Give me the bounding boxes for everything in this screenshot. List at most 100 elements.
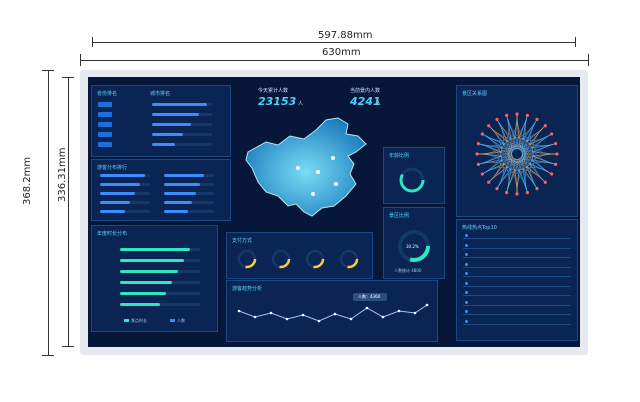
legend-label-a: 景点时长 <box>131 318 147 323</box>
today-unit: 人 <box>298 101 304 107</box>
table-row-bullet <box>465 300 468 304</box>
scenic-donut <box>398 230 430 262</box>
dist-bar-fill <box>100 201 130 204</box>
table-row-bullet <box>465 243 468 247</box>
inner-height-tick-top <box>62 77 74 78</box>
rank-badge <box>98 102 112 107</box>
relation-node <box>535 187 539 191</box>
china-map <box>245 117 367 217</box>
relation-link <box>523 115 538 189</box>
rank-bar-fill <box>152 143 175 146</box>
relation-node <box>476 162 480 166</box>
outer-dimension-tick-right <box>588 54 589 66</box>
rank-bar-fill <box>152 103 207 106</box>
hotline-title: 热线热点Top10 <box>462 225 497 231</box>
relation-link <box>488 143 556 183</box>
relation-link <box>488 119 538 139</box>
rank-bar-fill <box>152 133 183 136</box>
payment-title: 支付方式 <box>232 238 253 244</box>
relation-node <box>487 124 491 128</box>
ranking-panel: 省份排名 城市排名 <box>91 85 231 157</box>
outer-height-label: 368.2mm <box>22 156 33 205</box>
today-label: 今天累计人数 <box>258 88 289 94</box>
outer-dimension-line <box>80 60 588 61</box>
table-row-divider <box>463 314 571 315</box>
dist-bar-fill <box>100 192 135 195</box>
scenic-percent: 30.2% <box>406 244 419 249</box>
dist-bar-fill-2 <box>164 201 192 204</box>
relation-node <box>505 113 509 117</box>
relation-link <box>478 133 552 148</box>
payment-panel: 支付方式 <box>226 232 373 279</box>
outer-height-tick-bottom <box>42 355 54 356</box>
relation-link <box>482 125 502 175</box>
duration-bar-fill <box>120 292 166 295</box>
table-row-bullet <box>465 281 468 285</box>
distribution-panel: 游客分布排行 <box>91 159 231 221</box>
dist-bar-fill-2 <box>164 174 204 177</box>
relation-link <box>525 115 558 155</box>
relation-panel: 景区关系图 <box>456 85 578 217</box>
relation-node <box>554 142 558 146</box>
relation-link <box>478 160 552 175</box>
rank-bar-fill <box>152 123 191 126</box>
relation-node <box>480 172 484 176</box>
scenic-panel: 景区比例 30.2% 人数统计 4800 <box>383 207 445 279</box>
dist-bar-fill <box>100 174 145 177</box>
rank-bar-track <box>152 143 212 146</box>
relation-node <box>476 142 480 146</box>
relation-node <box>495 117 499 121</box>
dist-bar-fill-2 <box>164 210 188 213</box>
outer-width-label: 630mm <box>322 47 361 58</box>
trend-line <box>237 293 429 323</box>
top-dimension-tick-left <box>92 37 93 47</box>
table-row-bullet <box>465 319 468 323</box>
duration-title: 年度时长分布 <box>97 231 128 237</box>
age-panel: 年龄比例 <box>383 147 445 204</box>
inner-height-label: 336.31mm <box>57 147 68 202</box>
legend-swatch-a <box>124 319 129 322</box>
rank-badge <box>98 142 112 147</box>
dist-bar-track-2 <box>164 210 214 213</box>
dist-bar-fill-2 <box>164 183 200 186</box>
age-title: 年龄比例 <box>389 153 410 159</box>
rank-badge <box>98 122 112 127</box>
relation-node <box>515 112 519 116</box>
outer-height-tick-top <box>42 70 54 71</box>
duration-bar-fill <box>120 303 160 306</box>
current-label: 当前景内人数 <box>350 88 381 94</box>
dist-bar-fill <box>100 210 125 213</box>
table-row-divider <box>463 323 571 325</box>
relation-link <box>496 169 546 189</box>
province-ranking-title: 省份排名 <box>97 91 118 97</box>
inner-width-label: 597.88mm <box>318 30 373 41</box>
rank-bar-fill <box>152 113 199 116</box>
payment-rings <box>237 249 359 269</box>
relation-node <box>535 117 539 121</box>
table-row-divider <box>463 304 571 306</box>
relation-link <box>529 143 556 189</box>
relation-node <box>550 132 554 136</box>
dashboard-screen: 省份排名 城市排名 游客分布排行 年度时长分布 景点时长 人数 今天累计人数 2… <box>88 77 580 347</box>
table-row-bullet <box>465 234 468 237</box>
table-row-divider <box>463 238 571 239</box>
relation-link <box>496 119 546 139</box>
relation-node <box>554 162 558 166</box>
relation-node <box>525 113 529 117</box>
outer-height-line <box>48 70 49 355</box>
today-value: 23153 <box>258 95 297 108</box>
hotline-panel: 热线热点Top10 <box>456 219 578 341</box>
table-row-bullet <box>465 291 468 294</box>
relation-link <box>532 133 552 183</box>
dist-bar-fill-2 <box>164 192 196 195</box>
age-donut <box>399 167 425 193</box>
dist-bar-fill <box>100 183 140 186</box>
legend-label-b: 人数 <box>177 318 185 323</box>
inner-height-line <box>68 77 69 347</box>
relation-graph <box>475 112 559 196</box>
relation-link <box>482 160 556 175</box>
table-row-divider <box>463 257 571 258</box>
trend-title: 游客趋势分析 <box>232 286 263 292</box>
duration-bar-fill <box>120 281 172 284</box>
trend-tooltip: 人数：4360 <box>358 294 381 299</box>
